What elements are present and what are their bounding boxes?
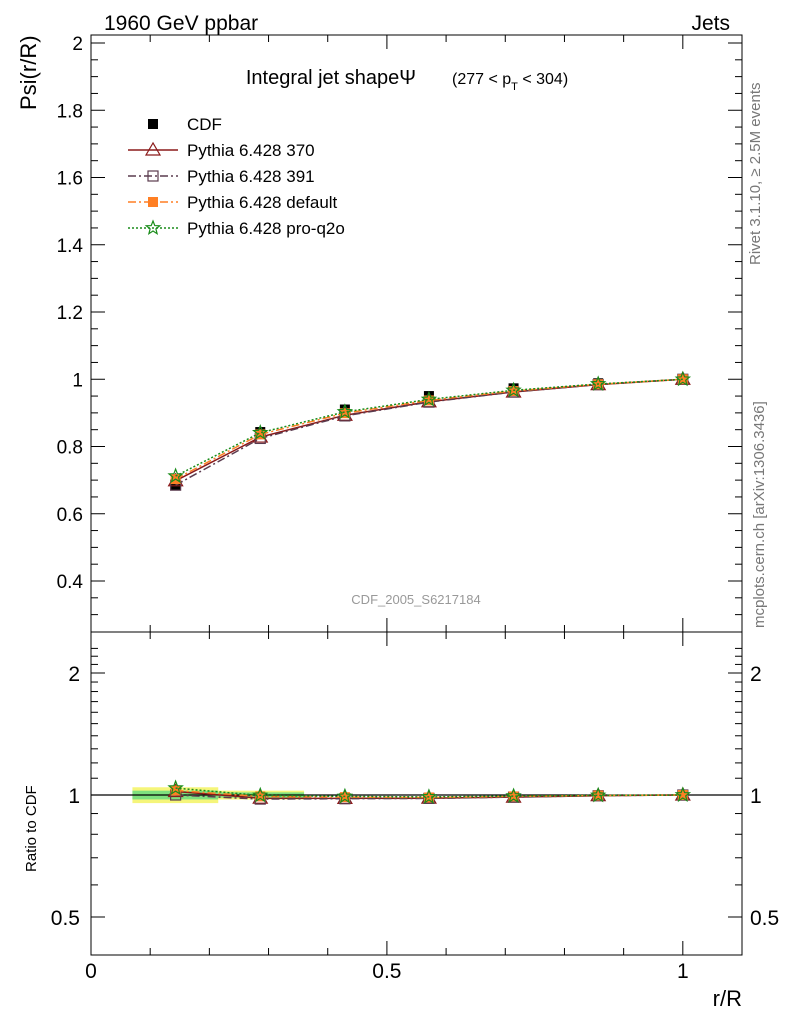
data-point	[677, 374, 688, 385]
legend-marker	[144, 141, 162, 156]
x-tick-label: 1	[677, 960, 689, 983]
legend-marker	[144, 219, 162, 236]
y-tick-label: 1.6	[57, 169, 83, 190]
ratio-data-point	[674, 786, 692, 803]
ratio-y-tick-label: 2	[68, 663, 80, 686]
main-title: Integral jet shapeΨ	[246, 67, 416, 89]
ratio-data-point	[420, 788, 438, 804]
main-x-ticks	[90, 35, 743, 632]
legend-item: Pythia 6.428 391	[128, 167, 315, 186]
main-y-axis-label: Psi(r/R)	[16, 35, 41, 110]
ratio-y-tick-label-right: 1	[750, 785, 762, 808]
legend-item: Pythia 6.428 default	[128, 193, 338, 212]
series-1	[167, 371, 691, 487]
ratio-data-point	[255, 791, 266, 802]
data-point	[336, 403, 354, 419]
y-tick-label: 1.2	[57, 303, 83, 324]
y-tick-label: 2	[72, 34, 83, 55]
ratio-data-point	[505, 787, 522, 804]
data-point	[255, 429, 266, 440]
y-tick-label: 1	[72, 370, 83, 391]
legend-item: CDF	[148, 115, 222, 134]
header-left: 1960 GeV ppbar	[104, 12, 258, 35]
main-y-axis: 0.4 0.6 0.8 1 1.2 1.4 1.6 1.8 2	[57, 34, 742, 616]
main-series-group	[167, 370, 692, 491]
legend-label: Pythia 6.428 default	[187, 193, 338, 212]
legend-item: Pythia 6.428 pro-q2o	[128, 219, 345, 238]
data-point	[505, 381, 522, 398]
ratio-data-point	[508, 791, 519, 802]
series-4	[167, 370, 692, 484]
main-panel: 0.4 0.6 0.8 1 1.2 1.4 1.6 1.8 2 Integral jet sha…	[16, 34, 743, 633]
series-line	[175, 378, 683, 477]
mcplots-credit-text: mcplots.cern.ch [arXiv:1306.3436]	[751, 401, 768, 628]
ratio-data-point	[167, 779, 184, 796]
rivet-version-text: Rivet 3.1.10, ≥ 2.5M events	[747, 83, 764, 266]
y-tick-label: 0.4	[57, 572, 84, 593]
y-tick-label: 0.8	[57, 438, 83, 459]
ratio-y-tick-label: 0.5	[51, 907, 80, 930]
data-point	[420, 390, 438, 407]
ratio-series-line	[175, 787, 683, 798]
y-tick-label: 1.4	[57, 236, 84, 257]
legend-item: Pythia 6.428 370	[128, 141, 315, 160]
legend-label: Pythia 6.428 pro-q2o	[187, 219, 345, 238]
data-point	[674, 370, 692, 387]
y-tick-label: 1.8	[57, 101, 83, 122]
ratio-data-point	[589, 786, 607, 803]
y-tick-label: 0.6	[57, 505, 83, 526]
ratio-series-group	[167, 779, 692, 805]
legend-label: Pythia 6.428 370	[187, 141, 315, 160]
main-title-range: (277 < pT < 304)	[452, 71, 568, 93]
legend-marker	[148, 197, 158, 207]
data-point	[423, 395, 434, 406]
ratio-y-tick-label: 1	[68, 785, 80, 808]
data-point	[167, 467, 184, 484]
ratio-data-point	[593, 790, 604, 801]
ratio-data-point	[336, 787, 354, 804]
ratio-y-axis-label: Ratio to CDF	[23, 785, 40, 872]
data-point	[589, 375, 607, 391]
data-point	[251, 424, 269, 440]
ratio-data-point	[252, 786, 269, 803]
legend-marker	[147, 170, 159, 182]
legend: CDF Pythia 6.428 370 Pythia 6.428 391 Pythi…	[128, 115, 345, 238]
ratio-panel: 0.5 0.51 12 2 0 0.5 1 Ratio to CDF r/R	[23, 631, 779, 1011]
x-axis: 0 0.5 1	[85, 632, 743, 983]
ratio-y-tick-label-right: 0.5	[750, 907, 779, 930]
ratio-series-3	[167, 779, 692, 804]
ratio-data-point	[677, 790, 688, 800]
ratio-y-axis: 0.5 0.5 1 1 2 2	[51, 647, 779, 930]
ratio-y-tick-label-right: 2	[750, 663, 762, 686]
legend-label: Pythia 6.428 391	[187, 167, 315, 186]
legend-marker	[148, 119, 158, 129]
legend-label: CDF	[187, 115, 222, 134]
header-right: Jets	[691, 12, 730, 35]
series-3	[170, 374, 688, 485]
analysis-watermark: CDF_2005_S6217184	[351, 592, 480, 607]
x-axis-label: r/R	[713, 986, 742, 1011]
data-point	[339, 408, 350, 419]
x-tick-label: 0	[85, 960, 97, 983]
x-tick-label: 0.5	[372, 960, 401, 983]
ratio-frame	[90, 631, 743, 956]
